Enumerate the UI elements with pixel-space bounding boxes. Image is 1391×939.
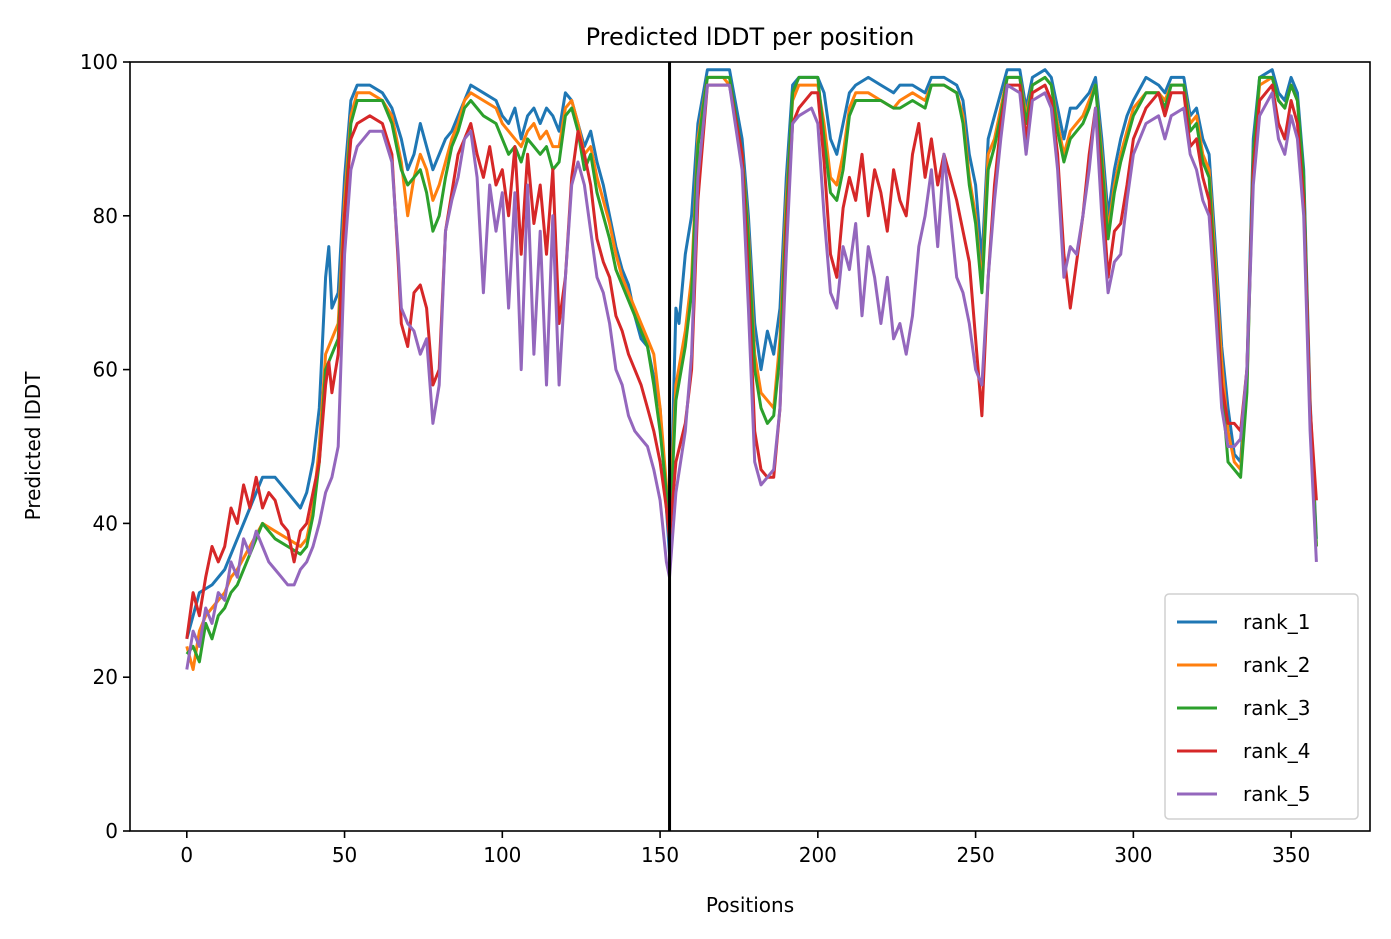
plot-area: 0 50 100 150 200 250 300 350 0 20 40 60 80 100 [80,50,1371,867]
series-lines [185,68,1318,671]
legend: rank_1 rank_2 rank_3 rank_4 rank_5 [1164,593,1359,820]
y-tick-label: 60 [93,358,118,382]
x-tick-label: 350 [1272,843,1310,867]
x-tick-label: 100 [483,843,521,867]
y-tick-label: 100 [80,50,118,74]
x-tick-label: 300 [1114,843,1152,867]
chart-title: Predicted lDDT per position [586,23,915,51]
legend-label-rank_1: rank_1 [1243,610,1310,634]
series-line-rank_5 [185,83,1318,670]
legend-label-rank_3: rank_3 [1243,696,1310,720]
x-tick-label: 150 [641,843,679,867]
series-line-rank_1 [185,68,1318,640]
y-tick-label: 40 [93,511,118,535]
x-axis-title: Positions [706,893,794,917]
series-line-rank_3 [185,75,1318,664]
x-tick-label: 0 [180,843,193,867]
x-tick-label: 200 [799,843,837,867]
legend-box [1164,593,1359,820]
plot-frame [129,61,1371,832]
legend-label-rank_5: rank_5 [1243,782,1310,806]
y-tick-label: 0 [105,819,118,843]
y-tick-label: 80 [93,204,118,228]
y-axis-title: Predicted lDDT [21,371,45,521]
series-line-rank_4 [185,83,1318,640]
legend-label-rank_4: rank_4 [1243,739,1310,763]
x-tick-label: 250 [957,843,995,867]
legend-label-rank_2: rank_2 [1243,653,1310,677]
y-tick-label: 20 [93,665,118,689]
x-tick-label: 50 [332,843,357,867]
